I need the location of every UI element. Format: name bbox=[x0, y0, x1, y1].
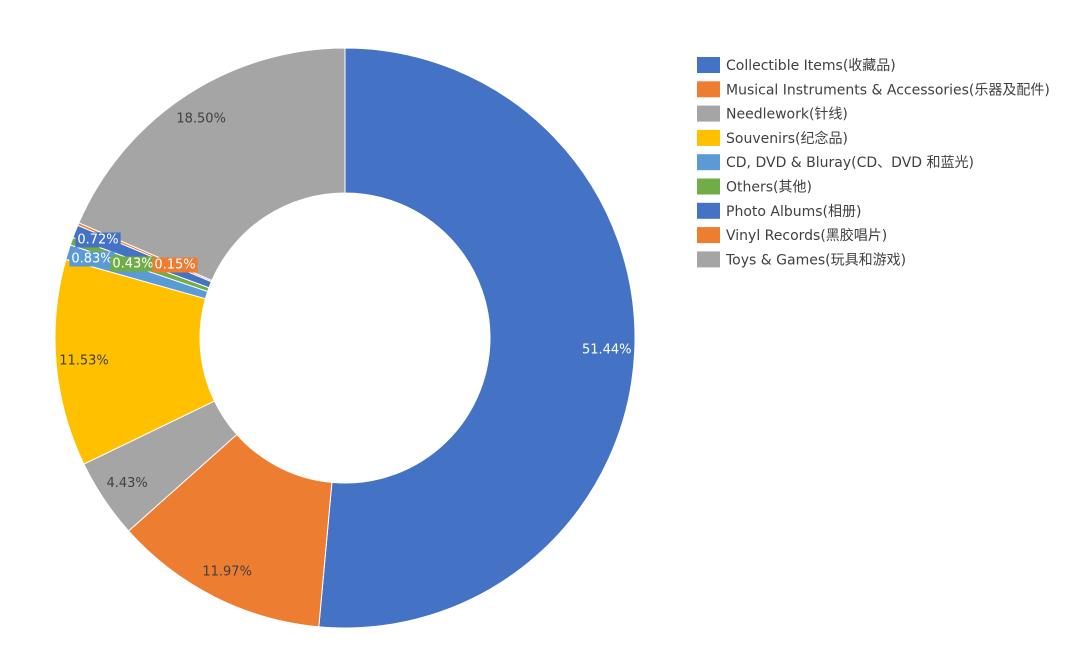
data-label-box bbox=[75, 232, 121, 248]
legend-swatch bbox=[697, 154, 720, 171]
data-label: 4.43% bbox=[106, 476, 147, 491]
legend-label: CD, DVD & Bluray(CD、DVD 和蓝光) bbox=[726, 155, 974, 171]
data-label-text: 11.53% bbox=[59, 353, 109, 368]
data-label-text: 0.43% bbox=[112, 257, 153, 272]
donut-slice bbox=[127, 433, 333, 628]
data-label-box bbox=[152, 257, 198, 273]
donut-slice bbox=[318, 47, 636, 629]
data-label-text: 4.43% bbox=[106, 476, 147, 491]
data-label-text: 0.72% bbox=[77, 233, 118, 248]
data-label-text: 11.97% bbox=[202, 565, 252, 580]
data-label-text: 0.83% bbox=[71, 252, 112, 267]
data-label: 11.97% bbox=[202, 565, 252, 580]
legend-label: Vinyl Records(黑胶唱片) bbox=[726, 227, 887, 244]
legend-label: Collectible Items(收藏品) bbox=[726, 58, 896, 74]
legend-label: Photo Albums(相册) bbox=[726, 204, 861, 220]
legend-label: Souvenirs(纪念品) bbox=[726, 130, 848, 147]
data-label-box bbox=[110, 256, 156, 272]
data-label-text: 0.15% bbox=[154, 258, 195, 273]
legend-label: Toys & Games(玩具和游戏) bbox=[725, 252, 906, 268]
legend-swatch bbox=[697, 57, 720, 73]
legend-label: Others(其他) bbox=[726, 180, 812, 196]
data-label-box bbox=[69, 251, 115, 267]
legend-swatch bbox=[697, 81, 720, 98]
legend-swatch bbox=[697, 251, 720, 268]
data-label: 0.72% bbox=[75, 232, 121, 248]
legend-swatch bbox=[697, 129, 720, 146]
data-label: 18.50% bbox=[176, 112, 226, 127]
data-label-text: 51.44% bbox=[582, 342, 632, 357]
legend-label: Musical Instruments & Accessories(乐器及配件) bbox=[726, 82, 1050, 98]
legend-swatch bbox=[697, 227, 720, 244]
data-label: 51.44% bbox=[582, 342, 632, 357]
data-label: 0.83% bbox=[69, 251, 115, 267]
data-label: 0.15% bbox=[152, 257, 198, 273]
data-label: 0.43% bbox=[110, 256, 156, 272]
donut-slice bbox=[78, 47, 346, 282]
legend-label: Needlework(针线) bbox=[726, 107, 848, 123]
data-label: 11.53% bbox=[59, 353, 109, 368]
legend-swatch bbox=[697, 178, 720, 195]
legend-swatch bbox=[697, 105, 720, 122]
data-label-text: 18.50% bbox=[176, 112, 226, 127]
legend-swatch bbox=[697, 202, 720, 219]
